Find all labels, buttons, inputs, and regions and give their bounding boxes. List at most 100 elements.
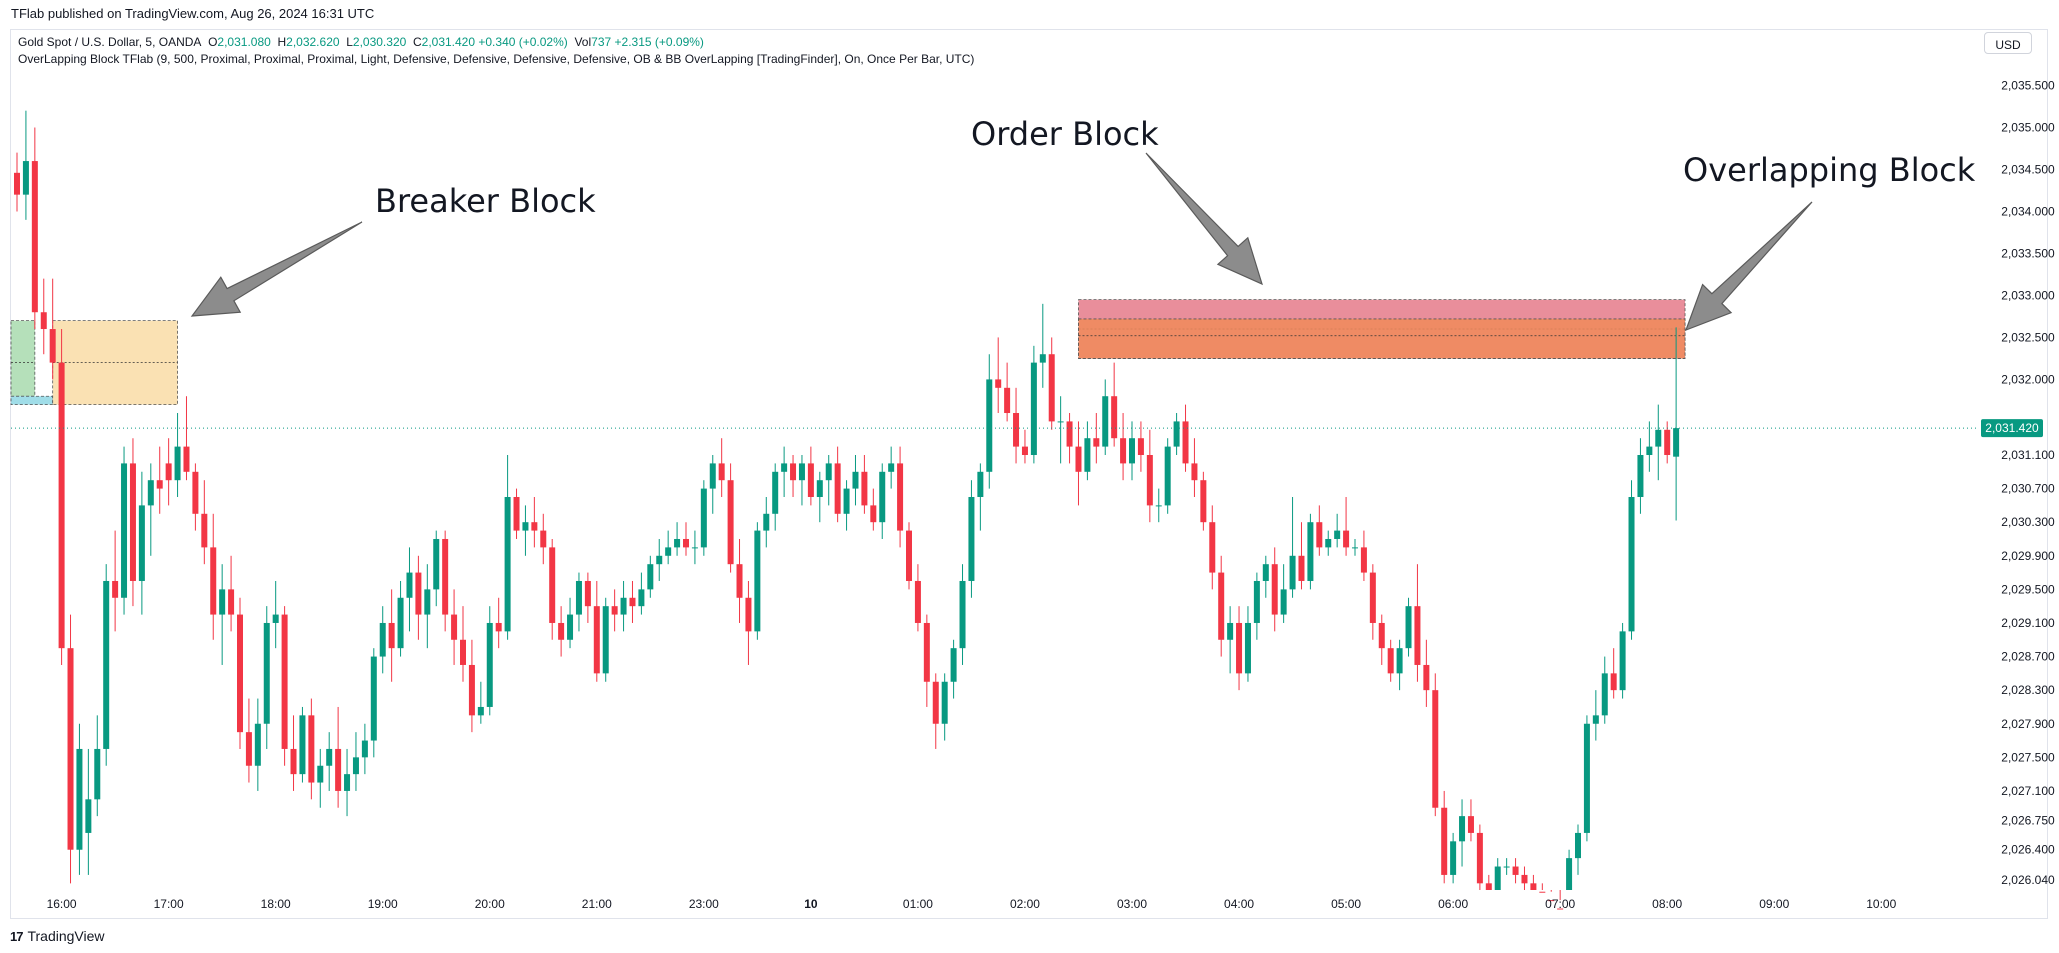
candle[interactable] (1298, 522, 1305, 590)
candle[interactable] (192, 463, 199, 531)
candle[interactable] (807, 446, 814, 506)
candle[interactable] (1227, 606, 1234, 674)
candle[interactable] (1441, 790, 1448, 884)
candle[interactable] (495, 597, 502, 649)
candle[interactable] (888, 446, 895, 489)
candle[interactable] (174, 413, 181, 497)
candle[interactable] (1566, 849, 1573, 890)
candle[interactable] (1503, 858, 1510, 875)
candle[interactable] (1102, 379, 1109, 456)
candle[interactable] (950, 639, 957, 699)
candle[interactable] (736, 538, 743, 623)
candle[interactable] (468, 639, 475, 733)
candle[interactable] (129, 438, 136, 607)
candle[interactable] (1369, 564, 1376, 640)
candle[interactable] (513, 488, 520, 539)
candle[interactable] (49, 278, 56, 380)
candle[interactable] (1013, 387, 1020, 464)
candle[interactable] (674, 522, 681, 556)
candle[interactable] (486, 606, 493, 716)
candle[interactable] (584, 572, 591, 623)
candle[interactable] (1387, 639, 1394, 682)
candle[interactable] (665, 530, 672, 565)
candle[interactable] (540, 513, 547, 565)
candle[interactable] (1289, 496, 1296, 598)
candle[interactable] (1155, 488, 1162, 523)
candle[interactable] (1360, 530, 1367, 581)
candle[interactable] (1093, 413, 1100, 464)
candle[interactable] (1592, 690, 1599, 741)
candle[interactable] (1030, 345, 1037, 464)
candle[interactable] (156, 446, 163, 514)
candle[interactable] (1655, 404, 1662, 481)
candle[interactable] (379, 606, 386, 674)
candle[interactable] (798, 455, 805, 506)
candle[interactable] (388, 589, 395, 682)
candle[interactable] (165, 438, 172, 506)
candle[interactable] (906, 522, 912, 590)
candle[interactable] (326, 732, 333, 791)
candle[interactable] (1512, 858, 1519, 884)
candle[interactable] (1646, 421, 1653, 472)
candle[interactable] (424, 564, 431, 649)
candle[interactable] (932, 673, 939, 749)
candle[interactable] (638, 572, 645, 615)
candle[interactable] (210, 513, 217, 640)
candle[interactable] (700, 480, 707, 556)
candle[interactable] (344, 748, 351, 817)
candle[interactable] (1200, 471, 1207, 531)
candle[interactable] (1352, 538, 1358, 556)
candle[interactable] (772, 463, 779, 531)
candle[interactable] (1432, 673, 1439, 817)
candle[interactable] (986, 354, 993, 489)
candle[interactable] (397, 580, 404, 657)
candle[interactable] (290, 715, 297, 791)
candle[interactable] (14, 152, 20, 212)
candle[interactable] (22, 110, 29, 220)
candle[interactable] (112, 530, 119, 632)
candle[interactable] (790, 455, 797, 497)
candle[interactable] (567, 597, 574, 649)
candle[interactable] (1039, 303, 1046, 388)
candle[interactable] (317, 748, 324, 808)
candle[interactable] (647, 555, 654, 598)
candle[interactable] (504, 455, 511, 640)
candle[interactable] (718, 438, 725, 497)
candle[interactable] (1325, 530, 1332, 556)
candle[interactable] (1182, 404, 1189, 472)
candle[interactable] (201, 480, 208, 565)
candle[interactable] (959, 564, 966, 665)
candle[interactable] (1343, 496, 1350, 556)
candle[interactable] (1253, 572, 1260, 640)
candle[interactable] (1378, 614, 1385, 665)
candle[interactable] (272, 580, 279, 649)
candle[interactable] (1271, 547, 1278, 632)
candle[interactable] (870, 488, 877, 531)
candle[interactable] (299, 706, 306, 783)
candle[interactable] (1610, 648, 1617, 699)
candle[interactable] (460, 606, 466, 682)
candle[interactable] (1619, 622, 1626, 699)
candle[interactable] (1262, 555, 1269, 598)
candle[interactable] (1164, 438, 1171, 514)
candle[interactable] (1057, 396, 1064, 464)
candle[interactable] (745, 580, 752, 665)
candle[interactable] (442, 530, 449, 632)
candle[interactable] (1075, 421, 1082, 506)
candle[interactable] (1066, 413, 1073, 464)
candle[interactable] (727, 463, 734, 573)
candle[interactable] (94, 715, 101, 817)
candle[interactable] (1575, 824, 1581, 875)
currency-button[interactable]: USD (1984, 32, 2032, 54)
candle[interactable] (183, 396, 190, 481)
candle[interactable] (1494, 858, 1501, 890)
candle[interactable] (1628, 480, 1635, 640)
candle[interactable] (683, 522, 689, 556)
candle[interactable] (121, 446, 128, 615)
candle[interactable] (1601, 656, 1608, 724)
candle[interactable] (361, 723, 368, 775)
candle[interactable] (263, 606, 270, 749)
candle[interactable] (406, 547, 413, 632)
candle[interactable] (629, 580, 636, 623)
